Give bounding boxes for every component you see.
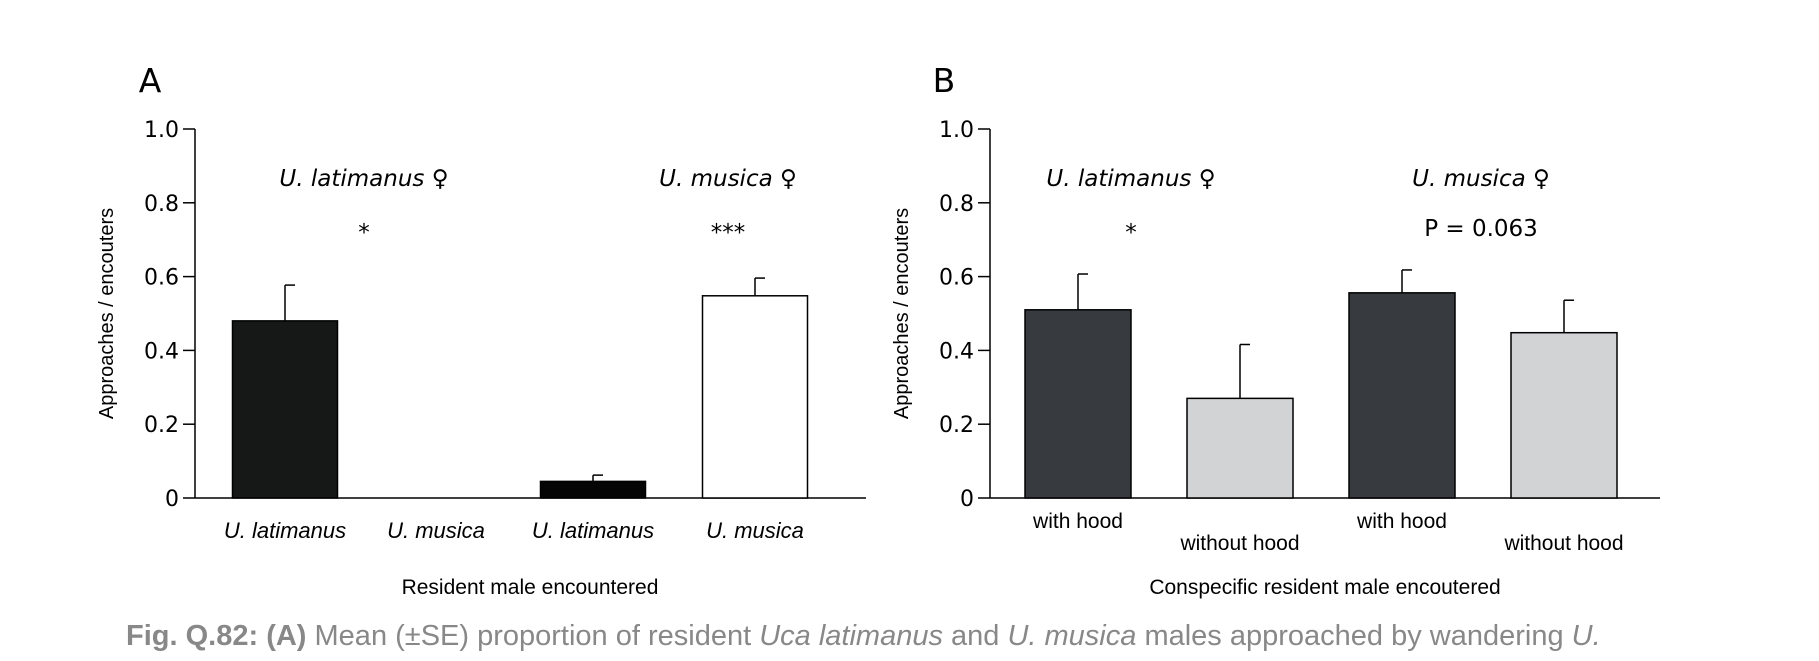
y-tick-label: 0.4 — [144, 339, 179, 364]
significance-annotation: P = 0.063 — [1424, 216, 1538, 242]
panel-label: A — [139, 61, 162, 100]
y-tick-label: 0.4 — [939, 339, 974, 364]
chart-panel-b: B 0 0.2 0.4 0.6 0.8 1.0 Approaches / encouters w… — [891, 61, 1660, 599]
bar — [1024, 309, 1132, 499]
group-label: U. musica ♀ — [1412, 166, 1550, 192]
caption-text-1: Mean (±SE) proportion of resident — [306, 620, 760, 652]
significance-annotation: * — [358, 220, 370, 246]
y-axis-label: Approaches / encouters — [96, 208, 118, 419]
bar — [231, 320, 339, 499]
caption-text-3: males approached by wandering — [1136, 620, 1572, 652]
y-tick-label: 0 — [165, 487, 179, 512]
caption-species-1: Uca latimanus — [759, 620, 943, 652]
bar — [1510, 331, 1618, 499]
x-tick-label: U. latimanus — [532, 518, 654, 543]
panel-label: B — [933, 61, 956, 100]
bar — [1186, 397, 1294, 499]
group-label: U. musica ♀ — [659, 166, 797, 192]
y-tick-label: 0 — [960, 487, 974, 512]
caption-text-2: and — [942, 620, 1008, 652]
caption-part-label: (A) — [266, 620, 307, 652]
chart-panel-a: A 0 0.2 0.4 0.6 0.8 1.0 Approaches / encouters U… — [96, 61, 866, 599]
y-axis-label: Approaches / encouters — [891, 208, 913, 419]
group-label: U. latimanus ♀ — [1046, 166, 1215, 192]
significance-annotation: *** — [711, 220, 746, 246]
y-tick-label: 0.8 — [939, 192, 974, 217]
y-tick-label: 1.0 — [144, 118, 179, 143]
x-tick-label: without hood — [1179, 532, 1299, 555]
figure-caption: Fig. Q.82: (A) Mean (±SE) proportion of … — [126, 620, 1806, 653]
y-tick-label: 0.6 — [144, 266, 179, 291]
group-label: U. latimanus ♀ — [279, 166, 448, 192]
x-tick-label: without hood — [1503, 532, 1623, 555]
bar — [701, 295, 809, 499]
x-tick-label: with hood — [1356, 510, 1447, 533]
x-tick-label: U. musica — [387, 518, 485, 543]
y-tick-label: 0.2 — [939, 413, 974, 438]
bar — [1348, 292, 1456, 499]
bar — [539, 480, 647, 499]
significance-annotation: * — [1125, 220, 1137, 246]
x-tick-label: with hood — [1032, 510, 1123, 533]
x-tick-label: U. latimanus — [224, 518, 346, 543]
y-tick-label: 0.2 — [144, 413, 179, 438]
caption-species-3: U. — [1571, 620, 1601, 652]
x-tick-label: U. musica — [706, 518, 804, 543]
caption-fig-number: Fig. Q.82: — [126, 620, 259, 652]
y-tick-label: 1.0 — [939, 118, 974, 143]
x-axis-label: Resident male encountered — [402, 576, 659, 599]
x-axis-label: Conspecific resident male encoutered — [1149, 576, 1500, 599]
caption-species-2: U. musica — [1007, 620, 1137, 652]
y-tick-label: 0.8 — [144, 192, 179, 217]
y-tick-label: 0.6 — [939, 266, 974, 291]
